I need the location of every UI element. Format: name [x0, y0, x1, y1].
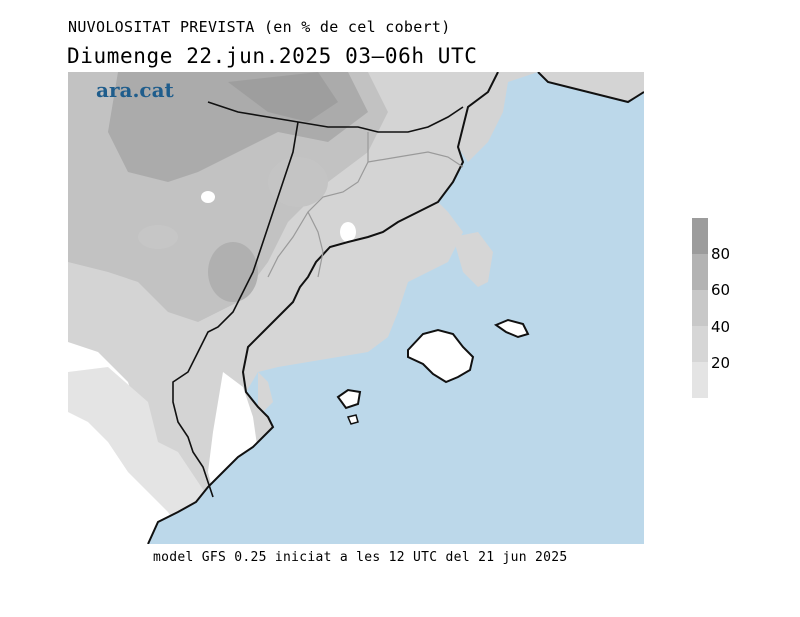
legend-swatch-70 — [692, 254, 708, 290]
sea-cloud-coast — [458, 72, 538, 162]
national-border — [207, 101, 464, 133]
legend-swatch-50 — [692, 290, 708, 326]
menorca-island — [493, 318, 530, 339]
legend-label-20: 20 — [711, 354, 731, 372]
province-border — [267, 132, 369, 278]
sea-cloud-south — [258, 372, 273, 412]
cloud-cover-legend: 80 60 40 20 — [692, 218, 730, 398]
legend-swatch-10 — [692, 362, 708, 398]
cloud-20-band — [68, 367, 228, 544]
cloud-80-pyrenees — [228, 72, 338, 122]
mallorca-island — [407, 328, 475, 384]
legend-label-80: 80 — [711, 245, 731, 263]
legend-label-60: 60 — [711, 281, 731, 299]
sea-cloud-north — [243, 202, 463, 392]
eivissa-island — [336, 388, 362, 410]
coastline — [147, 72, 644, 544]
clear-spot — [201, 191, 215, 203]
legend-label-40: 40 — [711, 318, 731, 336]
cloud-60-cell — [138, 225, 178, 249]
province-border — [307, 211, 324, 278]
ara-cat-logo[interactable]: ara.cat — [96, 78, 174, 102]
cloud-cover-map — [68, 72, 644, 544]
map-title: NUVOLOSITAT PREVISTA (en % de cel cobert… — [68, 18, 451, 36]
province-border — [367, 151, 464, 168]
cloud-80-cell — [208, 242, 258, 302]
sea-cloud-east — [453, 232, 493, 287]
formentera-island — [346, 414, 359, 425]
model-info-footer: model GFS 0.25 iniciat a les 12 UTC del … — [153, 550, 568, 565]
cloud-60-cell — [268, 157, 328, 207]
clear-spot — [340, 222, 356, 242]
map-date-subtitle: Diumenge 22.jun.2025 03–06h UTC — [67, 44, 478, 68]
legend-swatch-30 — [692, 326, 708, 362]
regional-border — [172, 121, 299, 498]
legend-swatch-90 — [692, 218, 708, 254]
